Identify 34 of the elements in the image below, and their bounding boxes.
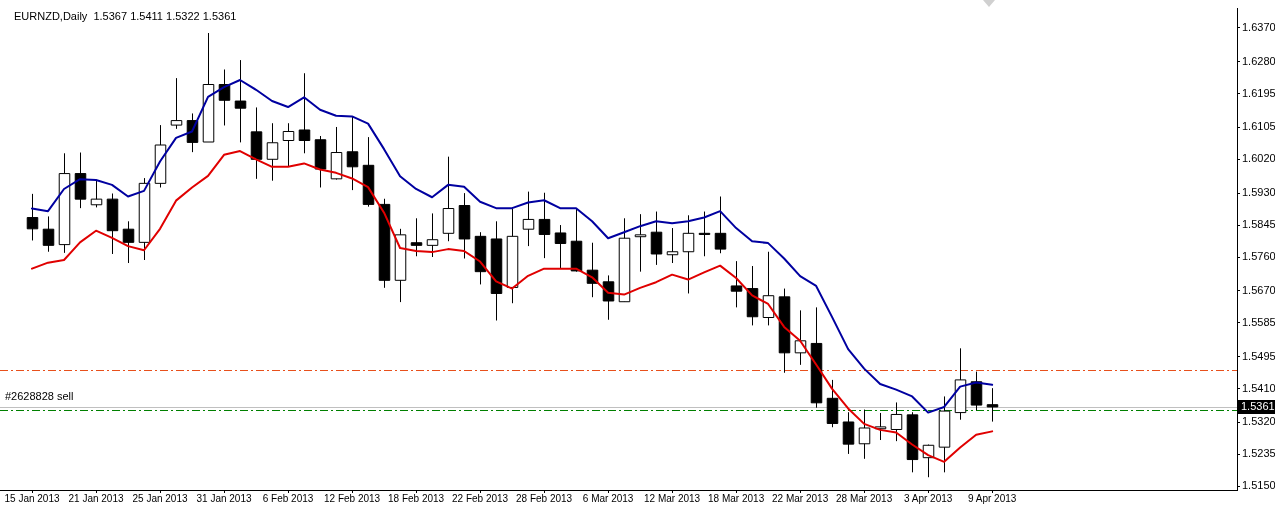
x-tick-label: 18 Mar 2013 (708, 492, 765, 504)
x-tick-label: 31 Jan 2013 (196, 492, 252, 504)
y-tick-label: 1.5585 (1242, 315, 1275, 328)
y-tick-label: 1.6195 (1242, 86, 1275, 99)
x-tick-label: 22 Feb 2013 (451, 492, 509, 504)
y-tick-label: 1.6280 (1242, 54, 1275, 67)
y-tick-label: 1.6105 (1242, 120, 1275, 133)
x-tick-label: 22 Mar 2013 (772, 492, 829, 504)
y-tick-label: 1.6020 (1242, 152, 1275, 165)
y-tick-label: 1.5410 (1242, 381, 1275, 394)
y-tick-label: 1.6370 (1242, 20, 1275, 33)
y-tick-label: 1.5150 (1242, 479, 1275, 492)
x-tick-label: 15 Jan 2013 (4, 492, 60, 504)
x-tick-label: 9 Apr 2013 (967, 492, 1017, 504)
x-tick-label: 3 Apr 2013 (903, 492, 953, 504)
y-tick-label: 1.5320 (1242, 415, 1275, 428)
y-tick-label: 1.5495 (1242, 349, 1275, 362)
y-tick-label: 1.5760 (1242, 250, 1275, 263)
x-tick-label: 21 Jan 2013 (68, 492, 124, 504)
y-tick-label: 1.5845 (1242, 218, 1275, 231)
x-tick-label: 12 Feb 2013 (323, 492, 381, 504)
x-tick-label: 25 Jan 2013 (132, 492, 188, 504)
y-tick-label: 1.5235 (1242, 447, 1275, 460)
y-tick-label: 1.5930 (1242, 186, 1275, 199)
x-tick-label: 28 Feb 2013 (516, 492, 573, 504)
x-tick-label: 18 Feb 2013 (387, 492, 445, 504)
ref-line-label: 1.5361 (1241, 399, 1275, 412)
y-tick-label: 1.5670 (1242, 283, 1275, 296)
chart-title: EURNZD,Daily 1.5367 1.5411 1.5322 1.5361 (14, 10, 237, 23)
x-tick-label: 6 Mar 2013 (582, 492, 634, 504)
x-tick-label: 6 Feb 2013 (262, 492, 314, 504)
x-tick-label: 28 Mar 2013 (836, 492, 893, 504)
x-tick-label: 12 Mar 2013 (644, 492, 701, 504)
ref-line-label: #2628828 sell (5, 389, 74, 402)
